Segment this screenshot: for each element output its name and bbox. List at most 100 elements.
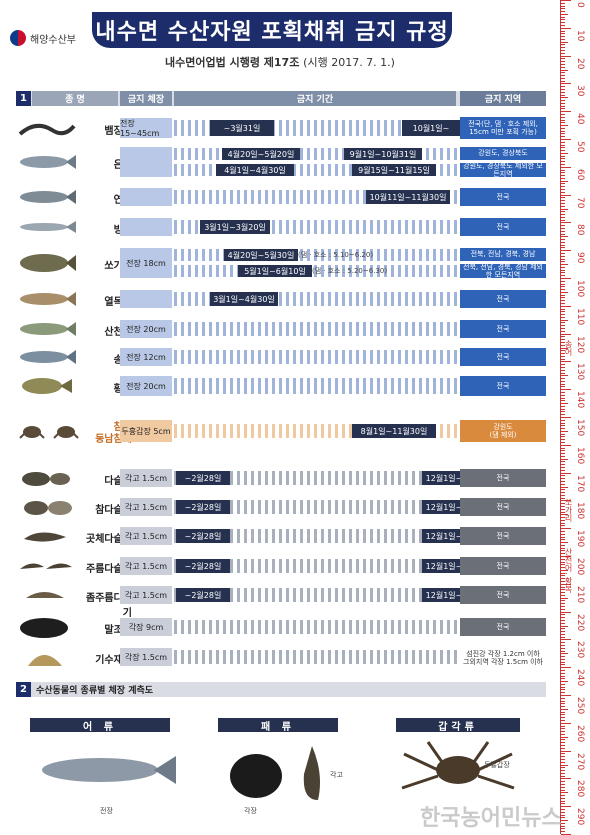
- min-size: 전장 15~45cm: [120, 118, 172, 138]
- ruler-tick: [561, 503, 565, 505]
- ruler-tick: [561, 372, 565, 374]
- ruler-number: 240: [575, 669, 585, 687]
- ruler-tick: [561, 533, 565, 535]
- ruler-tick: [561, 556, 571, 557]
- ruler-tick: [561, 50, 565, 52]
- ruler-tick: [561, 497, 565, 499]
- ruler-tick: [561, 611, 571, 613]
- region-badge: 전국: [460, 586, 546, 604]
- ruler-tick: [561, 739, 565, 741]
- ruler-tick: [561, 191, 565, 193]
- closed-period: 12월1일~: [422, 559, 466, 573]
- ruler-tick: [561, 539, 565, 541]
- ruler-tick: [561, 155, 565, 157]
- table-row: 열목어 3월1일~4월30일 전국: [16, 288, 546, 310]
- table-row: 빙어 3월1일~3월20일 전국: [16, 216, 546, 238]
- ruler-tick: [561, 255, 565, 257]
- ruler-tick: [561, 742, 565, 744]
- closed-period: 5월1일~6월10일: [238, 265, 312, 277]
- period-track: [174, 378, 458, 394]
- region-badge: 전국: [460, 188, 546, 206]
- species-name: 말조개: [104, 625, 132, 636]
- ruler-tick: [561, 550, 565, 552]
- ruler-number: 150: [575, 419, 585, 437]
- ruler-tick: [561, 113, 565, 115]
- ruler-tick: [561, 753, 565, 755]
- region-badge: 전국: [460, 498, 546, 516]
- ruler-tick: [561, 714, 565, 716]
- ruler-tick: [561, 108, 565, 110]
- ruler-tick: [561, 405, 565, 407]
- ruler-tick: [561, 711, 565, 713]
- region-text: 강원도: [493, 422, 513, 431]
- eel-icon: [18, 123, 76, 136]
- ruler-tick: [561, 572, 565, 574]
- watermark: 한국농어민뉴스: [420, 806, 562, 831]
- ruler-tick: [561, 658, 565, 660]
- closed-period: 4월1일~4월30일: [216, 164, 294, 176]
- col-species: 종 명: [32, 91, 118, 106]
- government-logo-icon: [10, 30, 26, 46]
- ruler-tick: [561, 97, 568, 99]
- region-badge: 전국: [460, 557, 546, 575]
- ruler-tick: [561, 400, 565, 402]
- ruler-tick: [561, 558, 565, 560]
- section2-number: 2: [16, 682, 31, 697]
- ruler-tick: [561, 189, 565, 191]
- ruler-tick: [561, 72, 565, 74]
- table-row: 황복 전장 20cm 전국: [16, 374, 546, 398]
- table-row: 참게 동남참게 두흉갑장 5cm 8월1일~11월30일 강원도 (댐 제외): [16, 416, 546, 446]
- ruler-tick: [561, 633, 565, 635]
- ruler-tick: [561, 91, 565, 93]
- ruler-tick: [561, 745, 565, 747]
- species-name: 산천어: [104, 327, 132, 338]
- carapace-caption: 두흉갑장: [484, 761, 510, 769]
- ruler-tick: [561, 553, 565, 555]
- ruler-tick: [561, 508, 565, 510]
- period-track: [174, 559, 458, 573]
- ruler-tick: [561, 378, 565, 380]
- ruler-tick: [561, 822, 565, 824]
- ministry-brand: 해양수산부: [10, 30, 76, 46]
- ruler-tick: [561, 236, 568, 238]
- ruler-tick: [561, 756, 565, 758]
- ruler-tick: [561, 219, 565, 221]
- ruler-tick: [561, 208, 568, 210]
- ruler-number: 190: [575, 530, 585, 548]
- ruler-tick: [561, 127, 565, 129]
- ruler-tick: [561, 561, 565, 563]
- min-size: [120, 290, 172, 308]
- region-badge: 전국: [460, 527, 546, 545]
- ruler-tick: [561, 11, 565, 13]
- ruler-tick: [561, 80, 565, 82]
- ruler-tick: [561, 811, 565, 813]
- ruler-tick: [561, 442, 565, 444]
- ruler-tick: [561, 139, 571, 140]
- ruler-tick: [561, 41, 568, 43]
- ruler-tick: [561, 681, 568, 683]
- ruler-tick: [561, 13, 568, 15]
- snail-icon: [22, 472, 70, 486]
- ruler-tick: [561, 353, 565, 355]
- ruler-label: 쏘가리: [564, 498, 573, 522]
- period-track: [174, 588, 458, 602]
- ruler-tick: [561, 88, 565, 90]
- ruler-number: 130: [575, 363, 585, 381]
- ruler-tick: [561, 122, 565, 124]
- ruler-tick: [561, 789, 565, 791]
- min-size: 각고 1.5cm: [120, 469, 172, 487]
- ruler-tick: [561, 52, 565, 54]
- table-row: 주름다슬기 각고 1.5cm ~2월28일 12월1일~ 전국: [16, 555, 546, 577]
- closed-period: 3월1일~4월30일: [210, 292, 278, 306]
- ruler-tick: [561, 278, 571, 279]
- ruler-tick: [561, 606, 565, 608]
- ruler-number: 40: [575, 113, 585, 125]
- ruler-tick: [561, 770, 565, 772]
- ruler-tick: [561, 717, 565, 719]
- table-row: 은어 4월20일~5월20일 9월1일~10월31일 4월1일~4월30일 9월…: [16, 145, 546, 179]
- ruler-tick: [561, 164, 565, 166]
- ruler-number: 50: [575, 141, 585, 153]
- ruler-tick: [561, 344, 565, 346]
- min-size: [120, 218, 172, 236]
- ruler-tick: [561, 433, 565, 435]
